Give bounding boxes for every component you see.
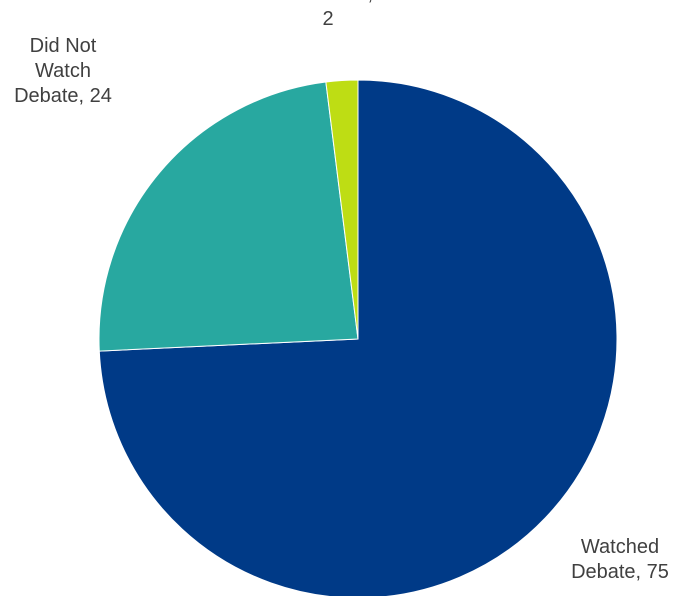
- slice-label-line: Debate, 24: [14, 85, 112, 107]
- slice-label-line: Did Not: [30, 35, 97, 57]
- slice-label-line: Watch: [35, 60, 91, 82]
- slice-label-line: 2: [322, 8, 333, 30]
- pie-slice-did-not-watch-debate: [98, 81, 359, 352]
- slice-label-line: Debate, 75: [571, 561, 669, 583]
- slice-label-line: Watched: [581, 536, 659, 558]
- slice-label-dnk-ref: DNK/Ref., 2: [283, 0, 373, 30]
- slice-label-watched-debate: Watched Debate, 75: [571, 536, 669, 583]
- pie-slice-dnk-ref: [325, 79, 359, 340]
- slice-label-did-not-watch-debate: Did Not Watch Debate, 24: [14, 35, 112, 107]
- slices-layer: [98, 79, 618, 599]
- slice-label-line: DNK/Ref.,: [283, 0, 373, 5]
